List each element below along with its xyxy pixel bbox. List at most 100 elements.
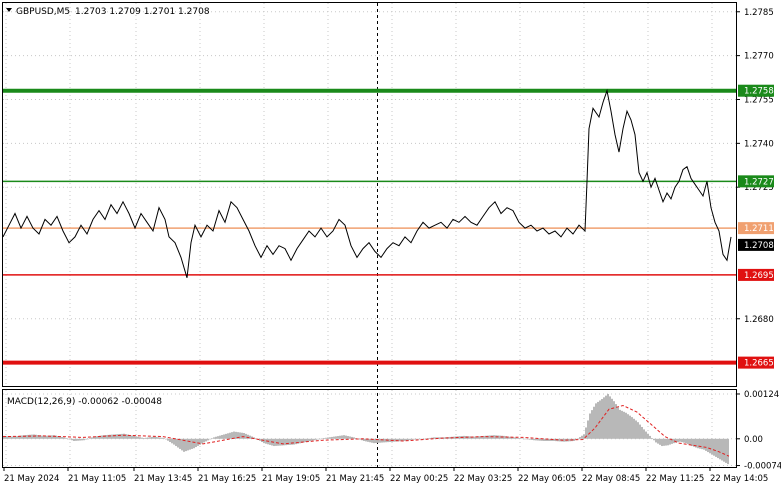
macd-hist-bar <box>511 437 513 439</box>
macd-hist-bar <box>33 434 35 439</box>
macd-hist-bar <box>253 437 255 439</box>
macd-hist-bar <box>637 422 639 439</box>
macd-hist-bar <box>477 436 479 439</box>
macd-hist-bar <box>705 438 707 451</box>
macd-hist-bar <box>127 434 129 439</box>
level-tag <box>738 356 774 369</box>
macd-hist-bar <box>107 434 109 439</box>
macd-hist-bar <box>627 414 629 439</box>
macd-hist-bar <box>449 436 451 439</box>
macd-hist-bar <box>91 437 93 439</box>
macd-hist-bar <box>345 435 347 439</box>
time-tick-label: 22 May 00:25 <box>390 474 448 484</box>
macd-hist-bar <box>281 438 283 446</box>
macd-hist-bar <box>657 438 659 444</box>
macd-hist-bar <box>131 435 133 439</box>
macd-hist-bar <box>259 438 261 441</box>
macd-hist-bar <box>623 411 625 439</box>
macd-hist-bar <box>433 437 435 439</box>
macd-hist-bar <box>9 436 11 439</box>
time-tick-label: 21 May 11:05 <box>68 474 126 484</box>
macd-hist-bar <box>591 410 593 439</box>
macd-hist-bar <box>583 434 585 439</box>
macd-hist-bar <box>685 438 687 444</box>
macd-hist-bar <box>141 437 143 439</box>
level-lines <box>3 88 736 365</box>
macd-hist-bar <box>31 434 33 439</box>
macd-hist-bar <box>629 415 631 439</box>
macd-hist-bar <box>67 438 69 440</box>
macd-hist-bar <box>407 438 409 441</box>
macd-hist-bar <box>215 436 217 439</box>
macd-hist-bar <box>633 418 635 439</box>
macd-hist-bar <box>311 438 313 441</box>
macd-hist-bar <box>209 438 211 440</box>
macd-hist-bar <box>45 435 47 439</box>
macd-hist-bar <box>661 438 663 447</box>
macd-hist-bar <box>411 438 413 440</box>
macd-hist-bar <box>443 437 445 439</box>
macd-hist-bar <box>383 438 385 443</box>
macd-hist-bar <box>517 437 519 439</box>
level-tags: 1.2758 1.2727 1.2711 1.2695 1.2665 1.2708 <box>738 84 774 369</box>
macd-hist-bar <box>487 435 489 439</box>
macd-hist-bar <box>103 435 105 439</box>
macd-hist-bar <box>715 438 717 457</box>
macd-hist-bar <box>375 438 377 443</box>
macd-hist-bar <box>163 438 165 439</box>
level-tag <box>738 175 774 188</box>
macd-hist-bar <box>427 438 429 439</box>
macd-hist-bar <box>539 438 541 441</box>
macd-hist-bar <box>703 438 705 450</box>
price-tick-label: 1.2755 <box>744 95 774 105</box>
macd-hist-bar <box>723 438 725 462</box>
macd-hist-bar <box>23 435 25 439</box>
macd-hist-bar <box>603 397 605 439</box>
macd-hist-bar <box>193 438 195 449</box>
macd-hist-bar <box>97 436 99 439</box>
macd-hist-bar <box>485 435 487 439</box>
macd-hist-bar <box>265 438 267 444</box>
macd-hist-bar <box>285 438 287 446</box>
macd-hist-bar <box>459 436 461 439</box>
macd-hist-bar <box>589 413 591 439</box>
macd-hist-bar <box>77 438 79 441</box>
macd-hist-bar <box>85 438 87 440</box>
macd-hist-bar <box>381 438 383 443</box>
macd-hist-bar <box>233 431 235 439</box>
macd-hist-bar <box>83 438 85 441</box>
macd-hist-bar <box>669 438 671 445</box>
macd-hist-bar <box>293 438 295 445</box>
macd-hist-bar <box>243 433 245 439</box>
macd-hist-bar <box>223 434 225 439</box>
price-tick-label: 1.2740 <box>744 139 774 149</box>
macd-hist-bar <box>545 438 547 441</box>
macd-tick-label: -0.00074 <box>744 462 781 472</box>
macd-hist-bar <box>149 437 151 439</box>
macd-hist-bar <box>29 434 31 439</box>
macd-hist-bar <box>687 438 689 445</box>
macd-hist-bar <box>335 436 337 439</box>
price-grid <box>3 3 736 386</box>
symbol-dropdown-icon[interactable] <box>6 8 12 12</box>
macd-hist-bar <box>89 438 91 439</box>
price-pane-frame <box>2 2 737 387</box>
macd-hist-bar <box>139 437 141 439</box>
symbol-label: GBPUSD,M5 <box>16 7 70 17</box>
macd-hist-bar <box>553 438 555 441</box>
level-tag-label: 1.2711 <box>744 224 774 234</box>
macd-hist-bar <box>291 438 293 445</box>
macd-signal <box>2 404 730 457</box>
macd-hist-bar <box>63 437 65 439</box>
macd-hist-bar <box>641 426 643 439</box>
macd-hist-bar <box>579 437 581 439</box>
macd-hist-bar <box>367 438 369 442</box>
macd-hist-bar <box>609 396 611 439</box>
macd-hist-bar <box>219 435 221 439</box>
macd-hist-bar <box>49 435 51 439</box>
macd-hist-bar <box>675 438 677 443</box>
level-tag-label: 1.2758 <box>744 87 774 97</box>
macd-hist-bar <box>371 438 373 443</box>
macd-hist-bar <box>483 435 485 439</box>
